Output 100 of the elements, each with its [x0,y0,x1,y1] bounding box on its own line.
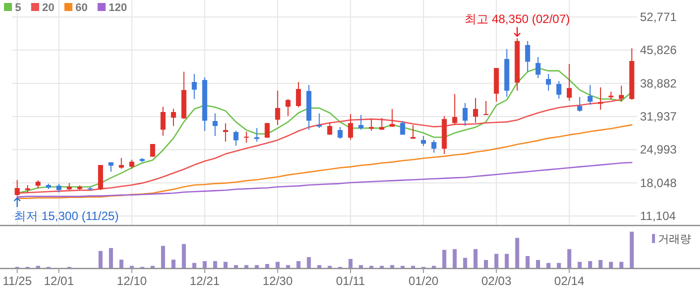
legend-label: 20 [42,2,54,14]
bar [452,249,457,268]
bar [254,265,259,268]
y-tick-label: 24,993 [640,142,678,157]
x-tick-label: 12/30 [262,274,293,288]
bar [182,244,186,268]
bar [556,262,561,268]
y-tick-label: 18,048 [640,176,678,190]
candlestick [462,102,468,126]
bar [619,262,624,268]
candlestick [536,56,541,79]
x-tick-label: 01/11 [336,274,366,288]
candlestick [160,106,166,136]
legend-label: 60 [75,2,88,14]
bar [317,265,322,268]
bar [306,257,311,268]
x-tick-label: 02/14 [554,274,585,288]
bar [484,260,488,268]
candlestick [244,131,249,144]
line-series [16,124,632,199]
candlestick [420,136,426,147]
candlestick [14,180,20,196]
candlestick [431,140,436,154]
candlestick [170,108,176,126]
candlestick [358,114,364,130]
y-tick-label: 11,104 [640,209,676,223]
candlestick [566,64,572,102]
candlestick [598,86,604,110]
line-series [16,162,632,198]
bar [598,260,603,268]
x-tick-label: 02/03 [481,274,512,288]
bar [578,262,582,268]
candlestick [233,130,238,146]
bar [244,265,248,268]
bar [286,265,290,268]
candlestick [588,84,593,106]
candlestick [483,100,488,116]
candlestick [327,122,332,136]
bar [161,246,166,268]
bar [463,258,468,268]
bar [234,265,238,268]
legend-label: 5 [15,2,22,14]
bar [358,265,363,268]
bar [567,249,572,268]
legend-label: 거래량 [658,234,691,246]
y-tick-label: 31,937 [640,110,678,124]
candlestick [254,128,260,142]
candlestick [264,122,270,138]
candlestick [118,157,124,170]
bar [474,249,478,268]
bar [588,261,592,268]
candlestick [348,114,354,140]
candlestick [296,82,301,108]
bar [504,254,509,268]
x-tick-label: 12/01 [44,274,74,288]
y-tick-label: 45,826 [640,43,678,58]
bar [348,258,353,268]
bar [192,262,196,268]
bar [202,261,207,268]
x-tick-label: 01/20 [408,274,439,288]
candlestick [400,120,406,136]
bar [630,232,634,268]
bar [608,262,613,268]
bar [276,262,280,268]
bar [108,248,113,268]
candlestick [525,40,530,72]
y-tick-label: 38,882 [640,76,678,90]
annotation: 최저 15,300 (11/25) [14,208,119,223]
bar [296,261,300,268]
candlestick [275,90,280,126]
bar [526,256,530,268]
bar [442,250,446,268]
annotation: 최고 48,350 (02/07) [464,12,570,26]
candlestick [556,80,562,100]
candlestick [452,93,458,126]
candlestick [338,126,343,140]
candlestick [223,122,228,142]
bar [494,254,498,268]
x-tick-label: 11/25 [2,274,32,288]
legend-label: 120 [108,2,127,14]
candlestick [618,85,624,102]
bar [119,260,124,268]
bar [390,265,394,268]
bar [213,261,218,268]
bar [98,250,103,268]
candlestick [473,98,478,124]
x-tick-label: 12/10 [116,274,148,288]
bar [536,260,540,268]
candlestick [192,73,197,100]
bar [515,238,520,268]
x-tick-label: 12/21 [190,274,220,288]
bar [546,262,550,268]
bar [265,264,270,268]
candlestick [546,73,551,92]
candlestick [390,108,395,128]
y-tick-label: 52,771 [640,10,678,24]
candlestick [212,112,218,137]
candlestick [410,124,416,140]
bar [224,262,228,268]
candlestick [286,98,291,117]
